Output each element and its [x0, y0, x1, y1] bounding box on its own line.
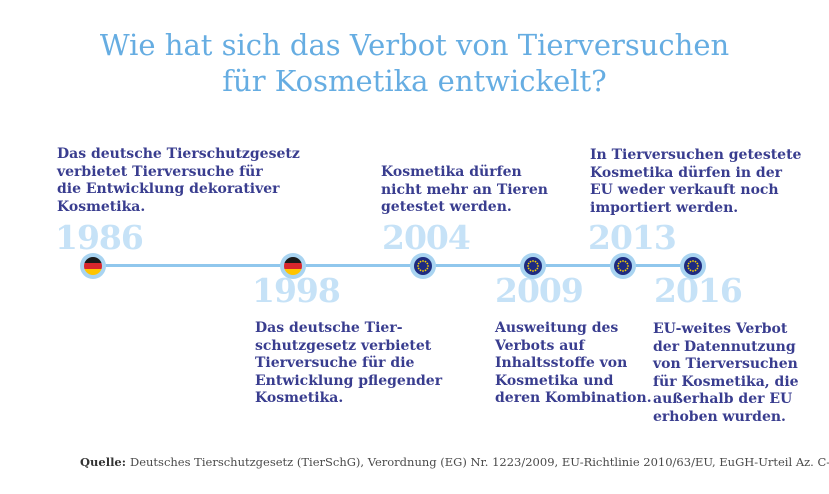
eu-flag-icon — [680, 253, 706, 279]
eu-flag-icon — [520, 253, 546, 279]
germany-flag-icon — [80, 253, 106, 279]
event-year-2016: 2016 — [654, 271, 743, 310]
event-year-2009: 2009 — [495, 271, 584, 310]
source-text: Deutsches Tierschutzgesetz (TierSchG), V… — [130, 455, 829, 469]
event-year-1998: 1998 — [252, 271, 341, 310]
event-year-2013: 2013 — [588, 218, 677, 257]
event-description-1998: Das deutsche Tier- schutzgesetz verbiete… — [255, 320, 443, 406]
source-note: Quelle: Deutsches Tierschutzgesetz (TierS… — [80, 455, 829, 469]
event-description-2004: Kosmetika dürfen nicht mehr an Tieren ge… — [381, 164, 548, 215]
eu-flag-icon — [610, 253, 636, 279]
germany-flag-icon — [280, 253, 306, 279]
eu-flag-icon — [410, 253, 436, 279]
event-year-2004: 2004 — [382, 218, 471, 257]
germany-flag-stripes — [84, 257, 102, 275]
event-description-1986: Das deutsche Tierschutzgesetz verbietet … — [57, 146, 300, 215]
timeline-line — [93, 264, 693, 267]
event-description-2016: EU-weites Verbot der Datennutzung von Ti… — [653, 321, 799, 425]
event-description-2013: In Tierversuchen getestete Kosmetika dür… — [590, 147, 802, 216]
event-description-2009: Ausweitung des Verbots auf Inhaltsstoffe… — [495, 320, 652, 406]
event-year-1986: 1986 — [55, 218, 144, 257]
page-title: Wie hat sich das Verbot von Tierversuche… — [99, 28, 730, 98]
germany-flag-stripes — [284, 257, 302, 275]
source-label: Quelle: — [80, 455, 126, 469]
